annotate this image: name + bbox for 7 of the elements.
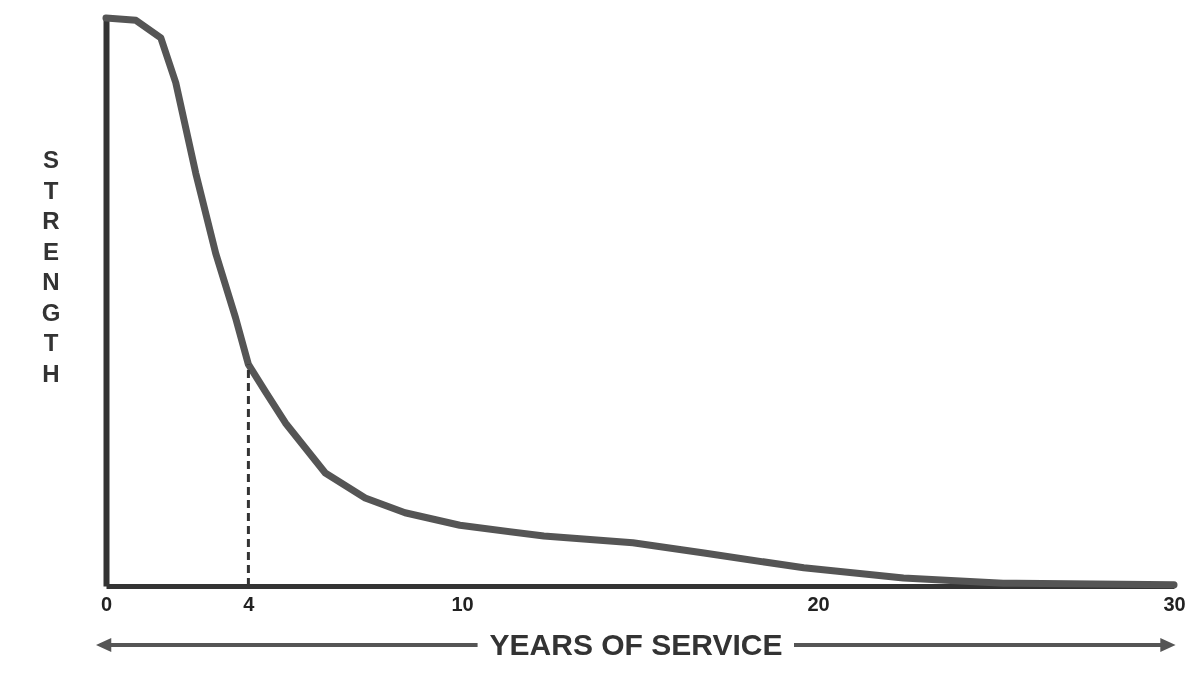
- x-tick-label: 10: [451, 592, 474, 615]
- x-tick-label: 20: [807, 592, 830, 615]
- x-axis-title: YEARS OF SERVICE: [489, 628, 783, 662]
- x-tick-label: 30: [1163, 592, 1186, 615]
- x-tick-label: 0: [100, 592, 113, 615]
- y-axis-title: STRENGTH: [40, 145, 62, 389]
- x-tick-label: 4: [243, 592, 256, 615]
